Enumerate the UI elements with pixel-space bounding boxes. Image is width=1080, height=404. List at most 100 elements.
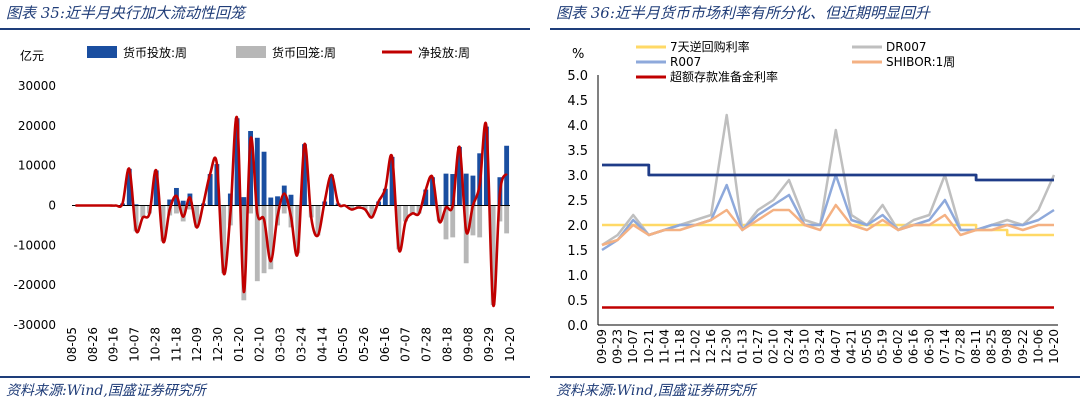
x-tick-label: 03-24	[294, 327, 308, 362]
x-tick-label: 07-07	[399, 327, 413, 362]
right-title-rule	[550, 28, 1080, 30]
withdrawal-bar	[436, 205, 442, 222]
y-tick-label: 0.0	[567, 319, 588, 334]
x-tick-label: 06-02	[891, 329, 905, 364]
y-tick-label: 0	[48, 199, 56, 213]
x-tick-label: 08-18	[440, 327, 454, 362]
x-tick-label: 06-16	[907, 329, 921, 364]
injection-bar	[167, 199, 173, 206]
left-chart-title: 图表 35:近半月央行加大流动性回笼	[6, 4, 245, 22]
y-tick-label: 5.0	[567, 69, 588, 84]
net-injection-line	[75, 115, 508, 307]
withdrawal-bar	[409, 205, 415, 214]
withdrawal-bar	[403, 205, 408, 222]
injection-bar	[288, 194, 294, 206]
injection-bar	[470, 175, 476, 206]
injection-bar	[133, 204, 139, 206]
withdrawal-bar	[490, 205, 496, 306]
legend-label-shibor: SHIBOR:1周	[886, 55, 955, 69]
x-tick-label: 08-25	[985, 329, 999, 364]
injection-bar	[214, 164, 220, 206]
x-tick-label: 10-20	[1047, 329, 1061, 364]
withdrawal-bar	[315, 205, 321, 236]
right-chart-panel: 图表 36:近半月货币市场利率有所分化、但近期明显回升 % 0.0 0.5 1.0 1.…	[550, 0, 1080, 404]
y-tick-label: 4.5	[567, 94, 588, 109]
injection-bar	[463, 173, 469, 206]
legend-label-r007: R007	[670, 55, 701, 69]
injection-bar	[275, 196, 280, 206]
x-tick-label: 05-26	[357, 327, 371, 362]
legend-label-injection: 货币投放:周	[123, 45, 187, 60]
withdrawal-bar	[187, 205, 193, 210]
withdrawal-bar	[504, 205, 510, 234]
injection-bar	[443, 173, 449, 206]
x-tick-label: 10-28	[148, 327, 162, 362]
injection-bar	[153, 170, 159, 206]
x-tick-label: 12-30	[211, 327, 225, 362]
x-tick-label: 10-20	[503, 327, 517, 362]
right-chart-title: 图表 36:近半月货币市场利率有所分化、但近期明显回升	[556, 4, 930, 22]
y-tick-label: 1.5	[567, 244, 588, 259]
legend-swatch-injection	[87, 46, 117, 58]
injection-bar	[268, 197, 274, 206]
withdrawal-bar	[295, 205, 301, 254]
x-tick-label: 04-07	[829, 329, 843, 364]
x-tick-label: 09-29	[482, 327, 496, 362]
y-tick-label: 0.5	[567, 294, 588, 309]
injection-bar	[450, 174, 456, 206]
legend-label-excess-reserve: 超额存款准备金利率	[670, 69, 778, 84]
x-tick-label: 04-21	[844, 329, 858, 364]
injection-bar	[234, 118, 240, 206]
y-tick-label: 1.0	[567, 269, 588, 284]
shibor-1w-line	[601, 203, 1054, 247]
x-tick-label: 08-05	[65, 327, 79, 362]
injection-bar	[254, 137, 260, 206]
withdrawal-bar	[450, 205, 456, 238]
legend-label-net: 净投放:周	[418, 45, 470, 60]
x-tick-label: 11-18	[673, 329, 687, 364]
x-tick-label: 05-05	[336, 327, 350, 362]
withdrawal-bar	[254, 205, 260, 282]
legend-swatch-withdrawal	[236, 46, 266, 58]
withdrawal-bar	[221, 205, 227, 274]
x-tick-label: 06-30	[922, 329, 936, 364]
x-tick-label: 03-24	[813, 329, 827, 364]
left-chart: 亿元 -30000 -20000 -10000 0 10000 20000 30000 08-0…	[13, 45, 517, 362]
y-tick-label: 2.5	[567, 194, 588, 209]
y-tick-label: -20000	[13, 278, 56, 292]
injection-bar	[261, 151, 267, 206]
injection-bar	[382, 188, 388, 206]
withdrawal-bar	[194, 205, 200, 228]
y-axis-label: 亿元	[20, 48, 44, 63]
left-chart-panel: 图表 35:近半月央行加大流动性回笼 亿元 -30000 -20000 -10000 0…	[0, 0, 530, 404]
r007-line	[601, 173, 1055, 252]
x-tick-label: 10-21	[642, 329, 656, 364]
withdrawal-bar	[396, 205, 402, 250]
y-tick-label: 4.0	[567, 119, 588, 134]
withdrawal-bar	[362, 205, 368, 210]
x-tick-label: 03-03	[274, 327, 288, 362]
x-tick-label: 10-07	[128, 327, 142, 362]
withdrawal-bar	[416, 205, 422, 214]
left-source-rule	[0, 376, 530, 378]
y-tick-label: 2.0	[567, 219, 588, 234]
withdrawal-bar	[248, 205, 253, 214]
x-tick-label: 12-30	[720, 329, 734, 364]
withdrawal-bar	[180, 205, 186, 222]
left-title-rule	[0, 28, 530, 30]
y-tick-label: 3.5	[567, 144, 588, 159]
x-tick-label: 09-09	[595, 329, 609, 364]
x-tick-label: 01-20	[232, 327, 246, 362]
x-tick-label: 09-23	[611, 329, 625, 364]
withdrawal-bar	[470, 205, 476, 236]
injection-bar	[302, 144, 307, 206]
withdrawal-bar	[241, 205, 247, 301]
injection-bar	[483, 126, 489, 206]
injection-bar	[281, 185, 287, 206]
withdrawal-bar	[160, 205, 166, 242]
x-tick-label: 10-06	[1031, 329, 1045, 364]
x-tick-label: 04-14	[315, 327, 329, 362]
x-tick-label: 10-07	[626, 329, 640, 364]
injection-bar	[457, 146, 462, 206]
injection-bar	[423, 189, 429, 206]
